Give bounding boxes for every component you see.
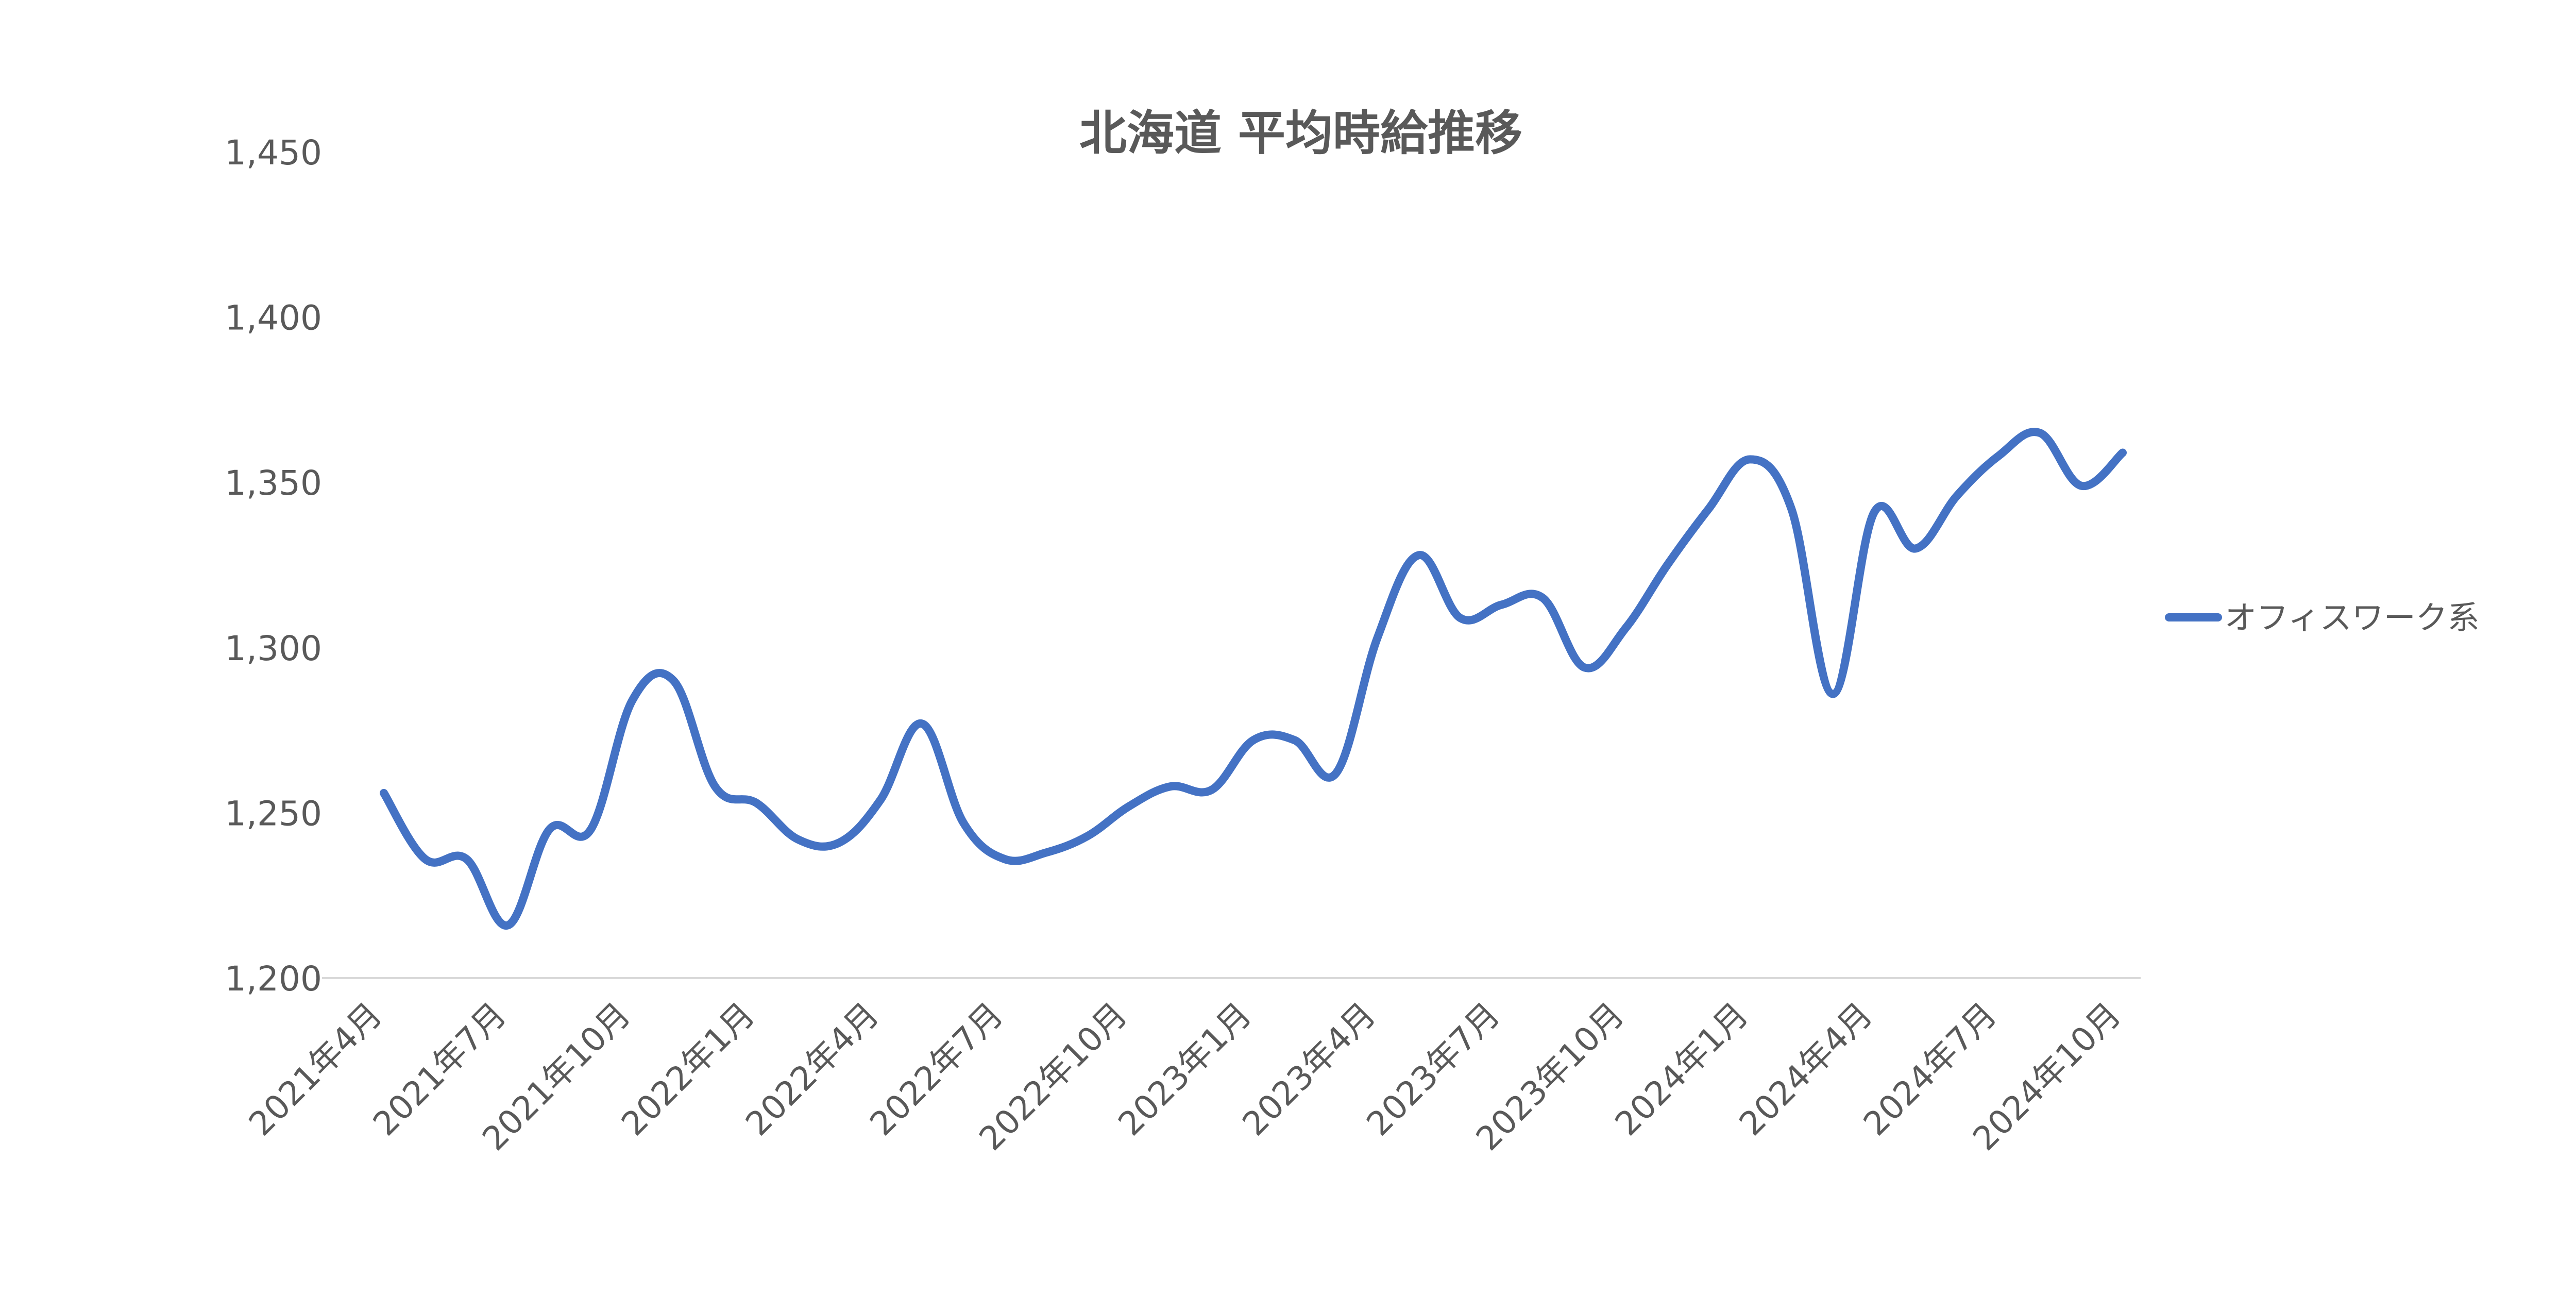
x-tick-label: 2023年4月 [1235,996,1383,1144]
chart-title: 北海道 平均時給推移 [1079,106,1522,161]
y-tick-label: 1,200 [225,959,322,999]
y-tick-label: 1,250 [225,794,322,833]
x-tick-label: 2021年4月 [242,996,390,1144]
y-tick-label: 1,300 [225,629,322,668]
y-tick-label: 1,450 [225,133,322,173]
x-axis: 2021年4月2021年7月2021年10月2022年1月2022年4月2022… [242,996,2129,1158]
legend: オフィスワーク系 [2165,599,2480,636]
y-tick-label: 1,350 [225,463,322,503]
x-tick-label: 2022年1月 [615,996,762,1144]
x-tick-label: 2024年4月 [1732,996,1880,1144]
y-tick-label: 1,400 [225,298,322,338]
series-line [380,428,2127,930]
legend-label: オフィスワーク系 [2225,599,2480,636]
x-tick-label: 2022年4月 [739,996,887,1144]
x-tick-label: 2023年1月 [1111,996,1259,1144]
y-axis: 1,200 1,250 1,300 1,350 1,400 1,450 [225,133,322,999]
series-layer [380,428,2127,930]
x-tick-label: 2024年1月 [1608,996,1756,1144]
